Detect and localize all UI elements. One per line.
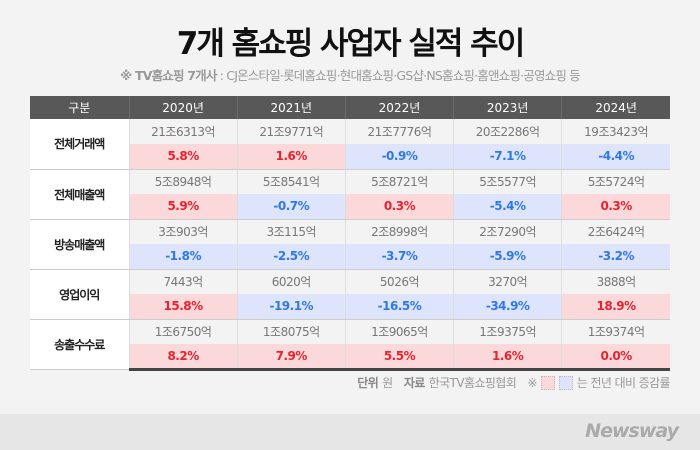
unit: 원 bbox=[382, 376, 393, 390]
subtitle: ※ TV홈쇼핑 7개사 : CJ온스타일·롯데홈쇼핑·현대홈쇼핑·GS샵·NS홈… bbox=[0, 65, 700, 84]
subtitle-rest: : CJ온스타일·롯데홈쇼핑·현대홈쇼핑·GS샵·NS홈쇼핑·홈앤쇼핑·공영쇼핑… bbox=[216, 68, 581, 83]
value-cell: 3조115억 bbox=[236, 219, 346, 244]
value-row: 전체매출액 5조8948억 5조8541억 5조8721억 5조5577억 5조5724억 bbox=[30, 169, 670, 220]
column-header: 2023년 bbox=[453, 96, 562, 119]
performance-table: 구분 2020년 2021년 2022년 2023년 2024년 전체거래액 21조6313… bbox=[30, 96, 670, 371]
value-cell: 1조9374억 bbox=[561, 319, 670, 344]
value-cell: 1조6750억 bbox=[128, 319, 238, 344]
note-mark: ※ bbox=[527, 375, 537, 390]
value-cell: 1조8075억 bbox=[236, 319, 346, 344]
value-row: 방송매출액 3조903억 3조115억 2조8998억 2조7290억 2조6424억 bbox=[30, 219, 670, 270]
change-cell: 7.9% bbox=[236, 344, 346, 371]
increase-swatch bbox=[540, 375, 555, 390]
change-cell: 18.9% bbox=[561, 294, 670, 320]
value-cell: 6020억 bbox=[236, 269, 346, 294]
value-cell: 3888억 bbox=[561, 269, 670, 294]
value-cell: 5조8948억 bbox=[128, 169, 238, 194]
row-label: 전체거래액 bbox=[30, 119, 129, 170]
value-cell: 2조7290억 bbox=[453, 219, 562, 244]
change-cell: 5.9% bbox=[128, 194, 238, 220]
change-cell: -4.4% bbox=[561, 144, 670, 170]
value-cell: 2조8998억 bbox=[344, 219, 454, 244]
change-cell: -16.5% bbox=[344, 294, 454, 320]
change-cell: -1.8% bbox=[128, 244, 238, 270]
value-cell: 3270억 bbox=[453, 269, 562, 294]
change-cell: 0.0% bbox=[561, 344, 670, 371]
subtitle-bold: ※ TV홈쇼핑 7개사 bbox=[120, 68, 217, 83]
change-cell: -3.7% bbox=[344, 244, 454, 270]
change-cell: 8.2% bbox=[128, 344, 238, 371]
value-cell: 21조9771억 bbox=[236, 119, 346, 144]
value-cell: 1조9065억 bbox=[344, 319, 454, 344]
change-row: 5.9% -0.7% 0.3% -5.4% 0.3% bbox=[30, 194, 670, 220]
change-cell: -2.5% bbox=[236, 244, 346, 270]
value-cell: 19조3423억 bbox=[561, 119, 670, 144]
page-title: 7개 홈쇼핑 사업자 실적 추이 bbox=[176, 26, 525, 62]
value-cell: 20조2286억 bbox=[453, 119, 562, 144]
change-cell: -5.4% bbox=[453, 194, 562, 220]
footer-note: 단위 원 자료 한국TV홈쇼핑협회 ※ 는 전년 대비 증감률 bbox=[357, 374, 671, 391]
source: 한국TV홈쇼핑협회 bbox=[428, 376, 517, 390]
unit-label: 단위 bbox=[357, 376, 379, 390]
change-cell: 1.6% bbox=[453, 344, 562, 371]
row-label: 영업이익 bbox=[30, 269, 129, 320]
value-cell: 3조903억 bbox=[128, 219, 238, 244]
column-header: 2021년 bbox=[236, 96, 346, 119]
change-cell: 1.6% bbox=[236, 144, 346, 170]
change-cell: -0.9% bbox=[344, 144, 454, 170]
column-header: 2024년 bbox=[561, 96, 670, 119]
change-cell: 5.8% bbox=[128, 144, 238, 170]
value-cell: 5조5724억 bbox=[561, 169, 670, 194]
change-cell: -7.1% bbox=[453, 144, 562, 170]
change-row: 15.8% -19.1% -16.5% -34.9% 18.9% bbox=[30, 294, 670, 320]
note: 는 전년 대비 증감률 bbox=[576, 376, 671, 390]
change-row: 5.8% 1.6% -0.9% -7.1% -4.4% bbox=[30, 144, 670, 170]
change-cell: 0.3% bbox=[561, 194, 670, 220]
change-cell: -3.2% bbox=[561, 244, 670, 270]
value-cell: 7443억 bbox=[128, 269, 238, 294]
source-label: 자료 bbox=[403, 376, 425, 390]
column-header: 구분 bbox=[30, 96, 129, 119]
row-label: 송출수수료 bbox=[30, 319, 129, 370]
newsway-logo: Newsway bbox=[585, 420, 679, 442]
header-row: 구분 2020년 2021년 2022년 2023년 2024년 bbox=[30, 96, 670, 119]
change-cell: 0.3% bbox=[344, 194, 454, 220]
change-cell: 15.8% bbox=[128, 294, 238, 320]
row-label: 방송매출액 bbox=[30, 219, 129, 270]
bottom-band bbox=[0, 414, 700, 450]
column-header: 2020년 bbox=[128, 96, 238, 119]
change-row: 8.2% 7.9% 5.5% 1.6% 0.0% bbox=[30, 344, 670, 371]
value-cell: 5026억 bbox=[344, 269, 454, 294]
change-cell: -5.9% bbox=[453, 244, 562, 270]
change-cell: 5.5% bbox=[344, 344, 454, 371]
value-cell: 1조9375억 bbox=[453, 319, 562, 344]
change-row: -1.8% -2.5% -3.7% -5.9% -3.2% bbox=[30, 244, 670, 270]
row-label: 전체매출액 bbox=[30, 169, 129, 220]
value-cell: 2조6424억 bbox=[561, 219, 670, 244]
value-row: 전체거래액 21조6313억 21조9771억 21조7776억 20조2286억 19조… bbox=[30, 119, 670, 170]
value-cell: 21조6313억 bbox=[128, 119, 238, 144]
change-cell: -34.9% bbox=[453, 294, 562, 320]
change-cell: -0.7% bbox=[236, 194, 346, 220]
value-row: 영업이익 7443억 6020억 5026억 3270억 3888억 bbox=[30, 269, 670, 320]
value-cell: 21조7776억 bbox=[344, 119, 454, 144]
value-row: 송출수수료 1조6750억 1조8075억 1조9065억 1조9375억 1조9374억 bbox=[30, 319, 670, 370]
change-cell: -19.1% bbox=[236, 294, 346, 320]
column-header: 2022년 bbox=[344, 96, 454, 119]
value-cell: 5조8541억 bbox=[236, 169, 346, 194]
value-cell: 5조8721억 bbox=[344, 169, 454, 194]
decrease-swatch bbox=[558, 375, 573, 390]
value-cell: 5조5577억 bbox=[453, 169, 562, 194]
